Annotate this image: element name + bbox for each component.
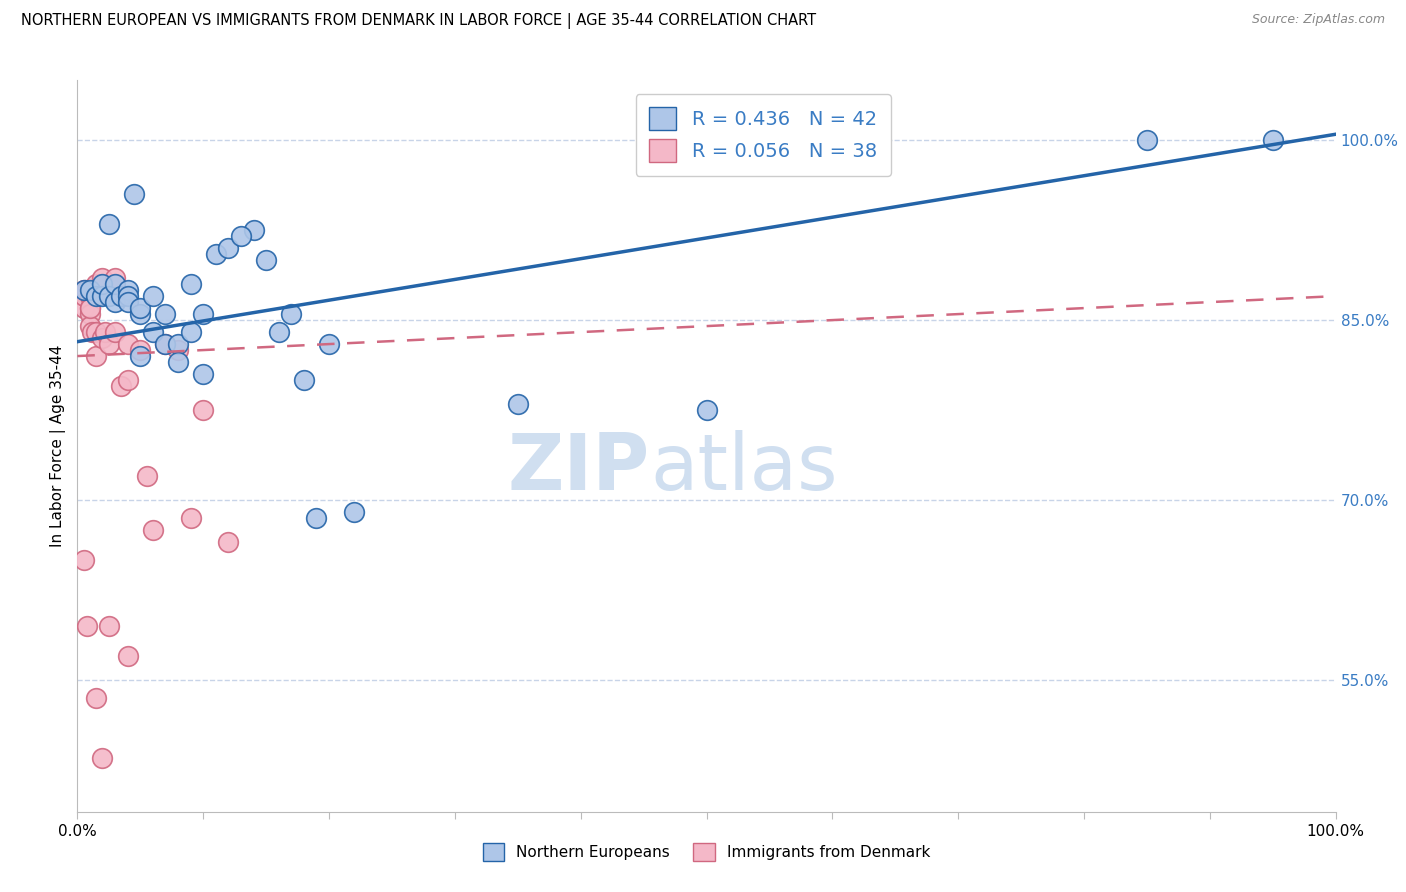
Point	[191, 367, 215, 381]
Point	[91, 277, 114, 292]
Point	[129, 349, 152, 363]
Point	[91, 751, 114, 765]
Point	[110, 379, 132, 393]
Text: Source: ZipAtlas.com: Source: ZipAtlas.com	[1251, 13, 1385, 27]
Point	[135, 469, 157, 483]
Text: ZIP: ZIP	[508, 430, 650, 506]
Y-axis label: In Labor Force | Age 35-44: In Labor Force | Age 35-44	[51, 345, 66, 547]
Point	[72, 283, 94, 297]
Point	[84, 289, 107, 303]
Point	[180, 277, 202, 292]
Point	[267, 325, 290, 339]
Point	[110, 289, 132, 303]
Point	[117, 373, 139, 387]
Point	[217, 241, 239, 255]
Point	[104, 295, 127, 310]
Point	[167, 337, 190, 351]
Point	[72, 301, 94, 315]
Text: atlas: atlas	[650, 430, 838, 506]
Point	[91, 289, 114, 303]
Point	[129, 307, 152, 321]
Point	[129, 343, 152, 357]
Text: NORTHERN EUROPEAN VS IMMIGRANTS FROM DENMARK IN LABOR FORCE | AGE 35-44 CORRELAT: NORTHERN EUROPEAN VS IMMIGRANTS FROM DEN…	[21, 13, 817, 29]
Point	[1261, 133, 1284, 147]
Point	[167, 355, 190, 369]
Point	[94, 325, 117, 339]
Point	[104, 277, 127, 292]
Point	[72, 289, 94, 303]
Point	[191, 307, 215, 321]
Point	[79, 307, 101, 321]
Point	[84, 325, 107, 339]
Point	[117, 337, 139, 351]
Point	[104, 283, 127, 297]
Point	[117, 295, 139, 310]
Point	[79, 319, 101, 334]
Point	[696, 403, 718, 417]
Point	[204, 247, 226, 261]
Point	[305, 511, 328, 525]
Point	[91, 283, 114, 297]
Point	[84, 349, 107, 363]
Point	[91, 331, 114, 345]
Point	[254, 253, 277, 268]
Point	[142, 523, 165, 537]
Point	[79, 283, 101, 297]
Point	[72, 553, 94, 567]
Point	[72, 283, 94, 297]
Point	[97, 619, 120, 633]
Point	[155, 337, 177, 351]
Point	[104, 325, 127, 339]
Point	[117, 289, 139, 303]
Point	[180, 325, 202, 339]
Point	[155, 307, 177, 321]
Point	[117, 283, 139, 297]
Point	[91, 271, 114, 285]
Point	[180, 511, 202, 525]
Point	[142, 325, 165, 339]
Point	[122, 187, 145, 202]
Point	[129, 301, 152, 315]
Point	[229, 229, 252, 244]
Point	[318, 337, 340, 351]
Point	[117, 648, 139, 663]
Point	[104, 271, 127, 285]
Point	[76, 619, 98, 633]
Point	[97, 289, 120, 303]
Point	[79, 289, 101, 303]
Point	[79, 301, 101, 315]
Point	[75, 283, 97, 297]
Point	[191, 403, 215, 417]
Point	[1136, 133, 1159, 147]
Point	[97, 217, 120, 231]
Point	[79, 301, 101, 315]
Point	[217, 535, 239, 549]
Point	[242, 223, 264, 237]
Point	[84, 277, 107, 292]
Point	[280, 307, 302, 321]
Point	[82, 325, 104, 339]
Point	[167, 343, 190, 357]
Point	[343, 505, 366, 519]
Point	[506, 397, 529, 411]
Point	[142, 289, 165, 303]
Point	[292, 373, 315, 387]
Point	[84, 690, 107, 705]
Point	[97, 337, 120, 351]
Legend: Northern Europeans, Immigrants from Denmark: Northern Europeans, Immigrants from Denm…	[474, 834, 939, 870]
Point	[155, 337, 177, 351]
